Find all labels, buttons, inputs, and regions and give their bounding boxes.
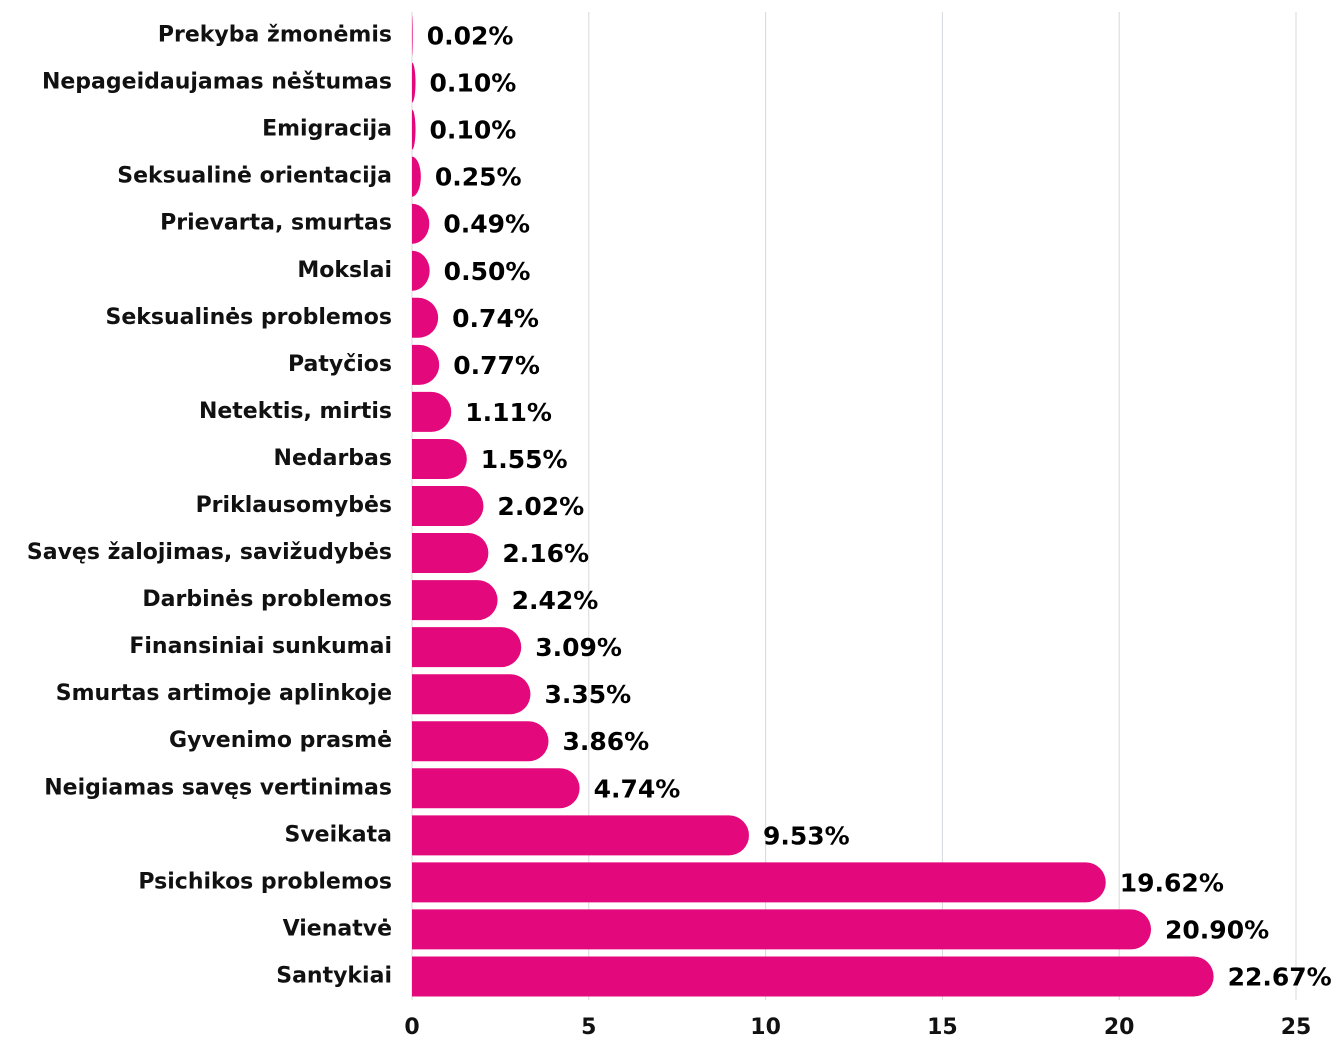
value-label: 3.09% bbox=[535, 633, 622, 662]
value-label: 1.55% bbox=[481, 445, 568, 474]
category-label: Seksualinė orientacija bbox=[117, 164, 392, 189]
bar bbox=[412, 486, 484, 526]
value-label: 19.62% bbox=[1120, 868, 1224, 897]
bar bbox=[412, 62, 416, 103]
category-label: Sveikata bbox=[285, 822, 393, 847]
category-label: Mokslai bbox=[297, 258, 392, 283]
value-label: 2.42% bbox=[512, 586, 599, 615]
category-label: Psichikos problemos bbox=[138, 869, 392, 894]
bar bbox=[412, 627, 522, 668]
x-tick-label: 5 bbox=[581, 1015, 596, 1039]
bar bbox=[412, 109, 416, 150]
category-label: Smurtas artimoje aplinkoje bbox=[56, 681, 392, 706]
x-tick-label: 10 bbox=[750, 1015, 781, 1039]
value-label: 4.74% bbox=[594, 774, 681, 803]
value-label: 0.74% bbox=[452, 304, 539, 333]
value-label: 0.25% bbox=[435, 163, 522, 192]
category-label: Prievarta, smurtas bbox=[160, 211, 392, 236]
category-label: Emigracija bbox=[262, 117, 392, 142]
bar bbox=[412, 438, 467, 479]
value-label: 0.77% bbox=[453, 351, 540, 380]
value-label: 3.35% bbox=[544, 680, 631, 709]
category-label: Nepageidaujamas nėštumas bbox=[42, 70, 392, 95]
value-label: 0.50% bbox=[444, 257, 531, 286]
category-label: Savęs žalojimas, savižudybės bbox=[27, 540, 392, 565]
value-label: 22.67% bbox=[1228, 962, 1332, 991]
bar bbox=[412, 862, 1106, 903]
x-tick-label: 25 bbox=[1281, 1015, 1312, 1039]
bar bbox=[412, 391, 452, 432]
category-label: Prekyba žmonėmis bbox=[158, 23, 392, 48]
category-label: Nedarbas bbox=[274, 446, 392, 471]
category-label: Gyvenimo prasmė bbox=[169, 728, 392, 753]
bar bbox=[412, 909, 1152, 950]
bar bbox=[412, 674, 531, 715]
value-label: 2.16% bbox=[502, 539, 589, 568]
category-label: Neigiamas savęs vertinimas bbox=[44, 775, 392, 800]
value-label: 1.11% bbox=[465, 398, 552, 427]
bar bbox=[412, 156, 421, 197]
value-label: 0.10% bbox=[430, 116, 517, 145]
bar bbox=[412, 15, 413, 56]
value-label: 3.86% bbox=[562, 727, 649, 756]
bar bbox=[412, 768, 580, 809]
value-label: 20.90% bbox=[1165, 915, 1269, 944]
value-label: 0.49% bbox=[443, 210, 530, 239]
category-label: Priklausomybės bbox=[196, 493, 392, 518]
value-label: 2.02% bbox=[497, 492, 584, 521]
bar bbox=[412, 297, 439, 338]
bar bbox=[412, 344, 440, 385]
category-label: Santykiai bbox=[276, 963, 392, 988]
bar bbox=[412, 533, 489, 574]
bar bbox=[412, 721, 549, 762]
value-label: 0.02% bbox=[427, 22, 514, 51]
category-label: Patyčios bbox=[288, 352, 392, 377]
category-label: Finansiniai sunkumai bbox=[129, 634, 392, 659]
value-label: 9.53% bbox=[763, 821, 850, 850]
bar bbox=[412, 250, 430, 291]
category-label: Seksualinės problemos bbox=[106, 305, 392, 330]
bar bbox=[412, 956, 1214, 997]
category-label: Darbinės problemos bbox=[142, 587, 392, 612]
x-tick-label: 20 bbox=[1104, 1015, 1135, 1039]
category-label: Vienatvė bbox=[283, 916, 392, 941]
category-label: Netektis, mirtis bbox=[199, 399, 392, 424]
x-tick-label: 0 bbox=[404, 1015, 419, 1039]
value-label: 0.10% bbox=[430, 69, 517, 98]
bar bbox=[412, 815, 749, 856]
x-tick-label: 15 bbox=[927, 1015, 958, 1039]
bar bbox=[412, 203, 430, 244]
bar bbox=[412, 580, 498, 621]
